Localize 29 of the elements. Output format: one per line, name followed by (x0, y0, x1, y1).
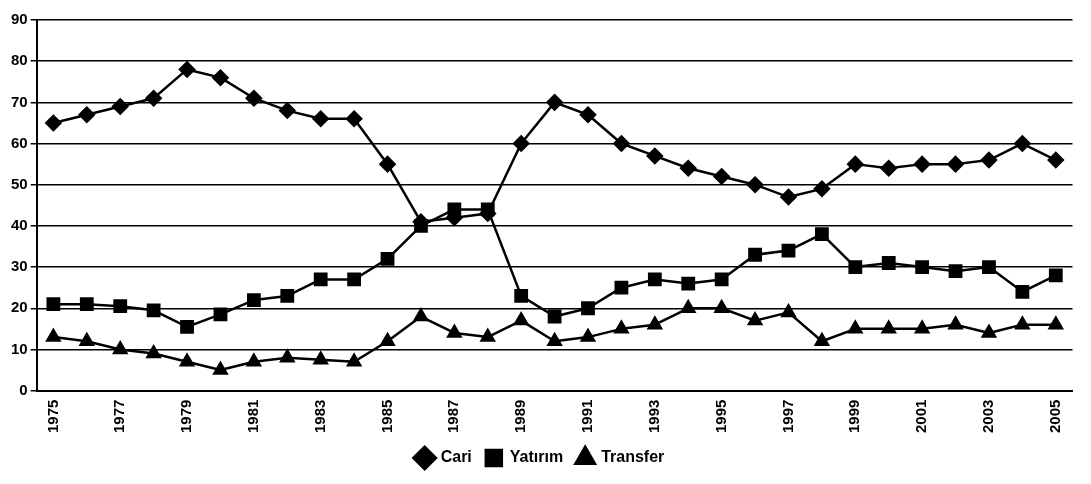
x-tick-label: 1981 (244, 399, 262, 434)
y-tick-label: 30 (11, 257, 28, 275)
x-tick-label: 1985 (377, 399, 395, 434)
y-tick-label: 90 (11, 10, 28, 28)
y-tick-label: 20 (11, 298, 28, 316)
y-tick-label: 0 (19, 380, 28, 398)
x-tick-label: 1993 (644, 399, 662, 434)
x-tick-label: 1977 (110, 399, 128, 434)
legend-label: Transfer (601, 448, 665, 466)
y-tick-label: 10 (11, 339, 28, 357)
x-tick-label: 2001 (912, 399, 930, 434)
x-tick-label: 1983 (310, 399, 328, 434)
y-tick-label: 60 (11, 133, 28, 151)
y-tick-label: 40 (11, 216, 28, 234)
x-tick-label: 1997 (778, 399, 796, 434)
y-tick-label: 70 (11, 92, 28, 110)
legend-label: Cari (440, 448, 472, 466)
x-tick-label: 1999 (845, 399, 863, 434)
x-tick-label: 1991 (578, 399, 596, 434)
x-tick-label: 1979 (177, 399, 195, 434)
x-tick-label: 2005 (1045, 399, 1063, 434)
x-tick-label: 2003 (979, 399, 997, 434)
x-tick-label: 1987 (444, 399, 462, 434)
y-tick-label: 80 (11, 51, 28, 69)
x-tick-label: 1995 (711, 399, 729, 434)
y-tick-label: 50 (11, 174, 28, 192)
x-tick-label: 1989 (511, 399, 529, 434)
x-tick-label: 1975 (43, 399, 61, 434)
legend-label: Yatırım (509, 448, 564, 466)
